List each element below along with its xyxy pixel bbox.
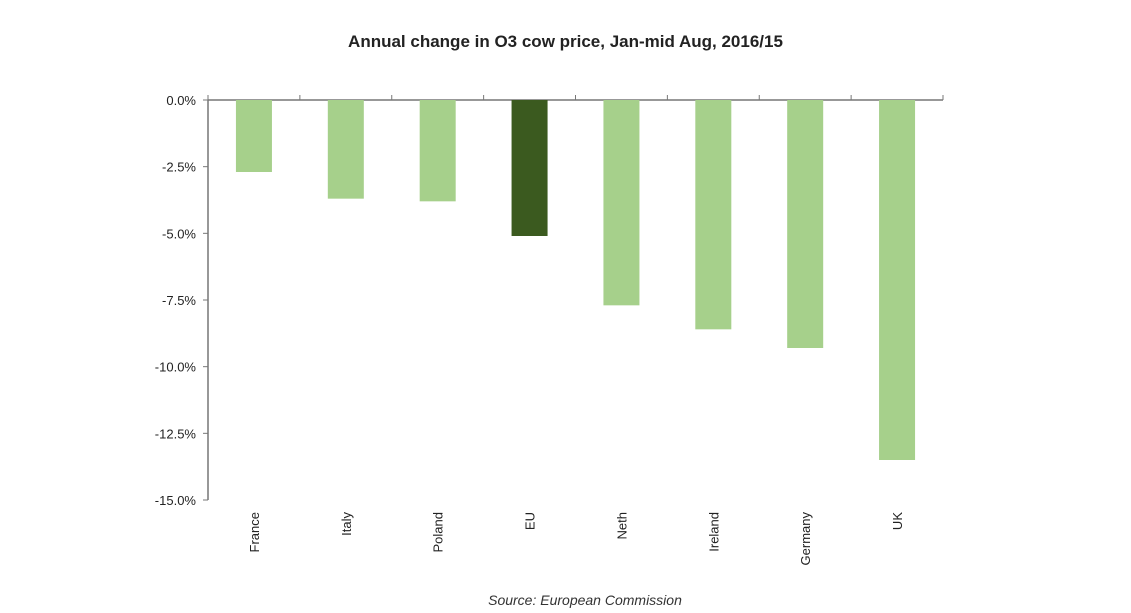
y-tick-label: -15.0% xyxy=(155,493,197,508)
bar-germany xyxy=(787,100,824,348)
bar-italy xyxy=(327,100,364,199)
chart-title: Annual change in O3 cow price, Jan-mid A… xyxy=(348,32,783,51)
bar-ireland xyxy=(695,100,732,330)
bar-france xyxy=(235,100,272,172)
chart-source: Source: European Commission xyxy=(488,592,682,608)
y-tick-label: -12.5% xyxy=(155,426,197,441)
x-tick-label: Germany xyxy=(798,512,813,566)
bar-poland xyxy=(419,100,456,202)
bar-eu xyxy=(511,100,548,236)
y-tick-label: 0.0% xyxy=(166,93,196,108)
bar-neth xyxy=(603,100,640,306)
y-tick-label: -7.5% xyxy=(162,293,196,308)
x-tick-label: UK xyxy=(890,512,905,530)
bar-uk xyxy=(879,100,916,460)
y-tick-label: -5.0% xyxy=(162,226,196,241)
x-tick-label: Ireland xyxy=(706,512,721,552)
x-tick-label: Poland xyxy=(431,512,446,552)
x-tick-label: Italy xyxy=(339,512,354,536)
y-tick-label: -10.0% xyxy=(155,360,197,375)
y-tick-label: -2.5% xyxy=(162,160,196,175)
x-tick-label: France xyxy=(247,512,262,552)
x-tick-label: EU xyxy=(523,512,538,530)
x-tick-label: Neth xyxy=(614,512,629,539)
